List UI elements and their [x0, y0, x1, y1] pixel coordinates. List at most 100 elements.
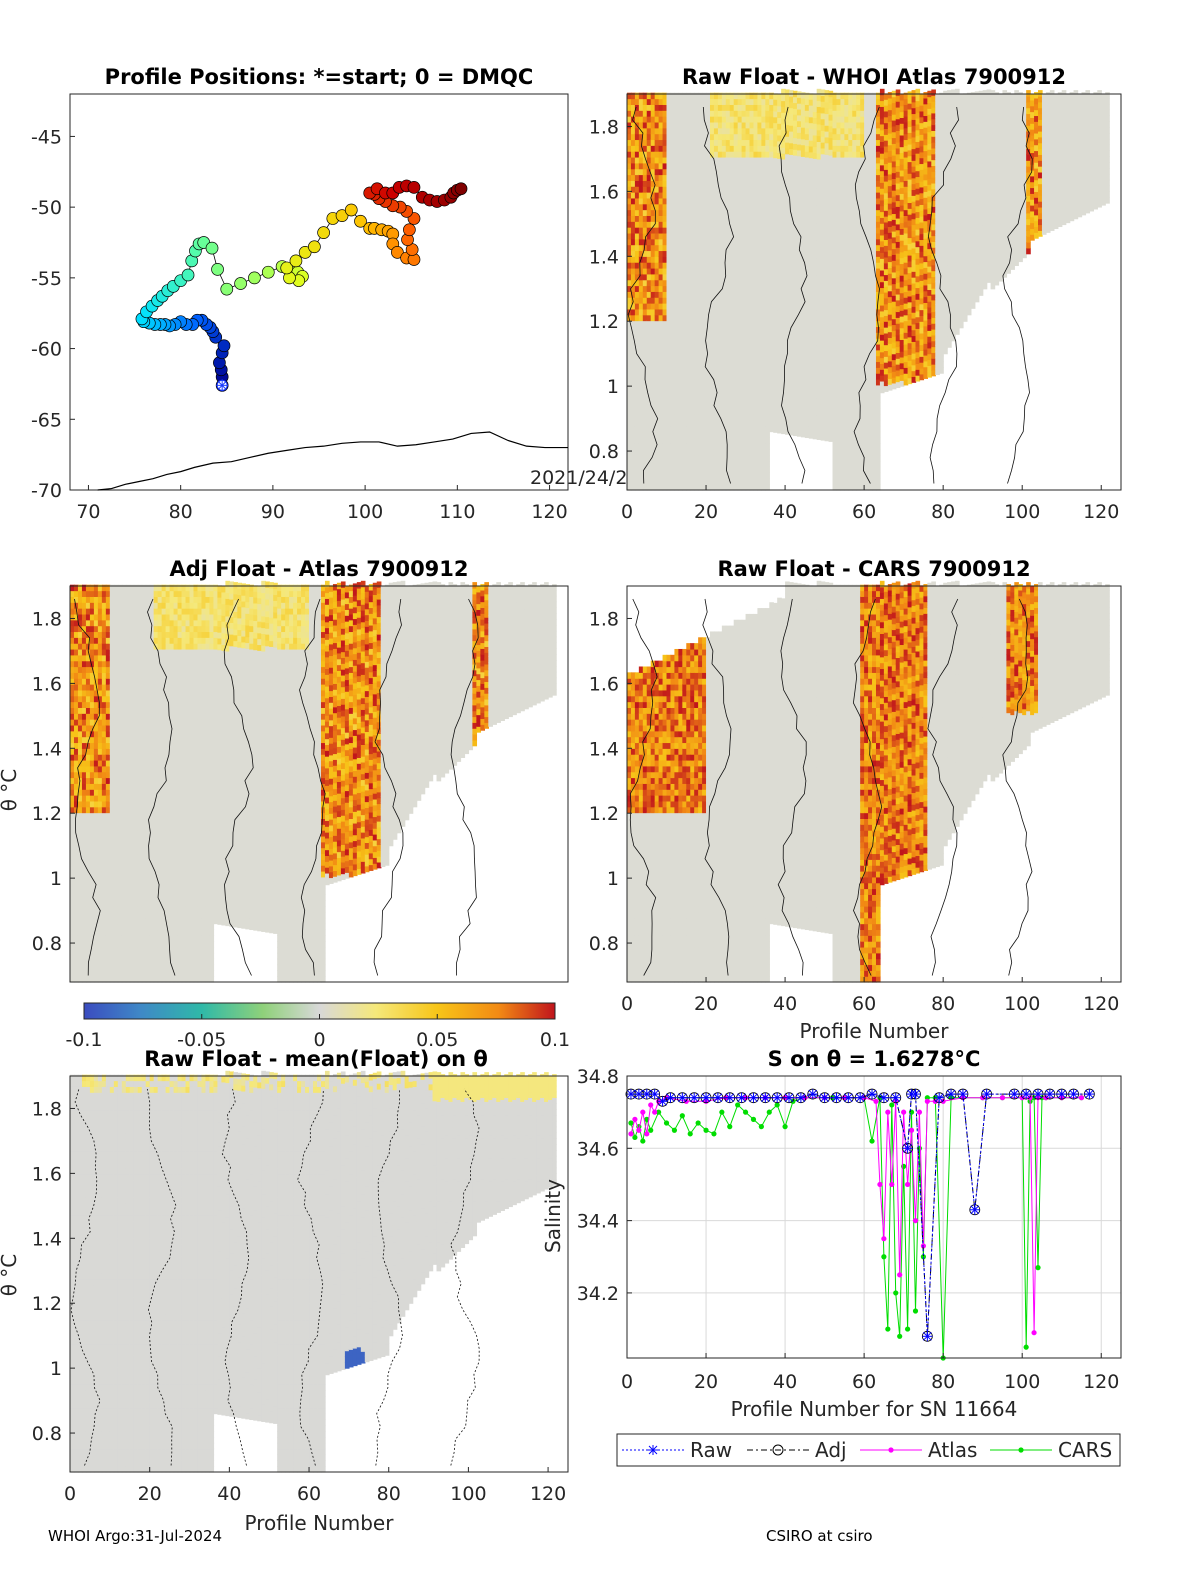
heat-cell [634, 326, 640, 333]
heat-cell [765, 437, 770, 444]
heat-cell [753, 373, 759, 380]
heat-cell [721, 197, 727, 205]
heat-cell [792, 266, 798, 273]
heat-cell [875, 484, 881, 491]
heat-cell [670, 355, 676, 363]
heat-cell [923, 232, 929, 239]
heat-cell [792, 230, 798, 238]
heat-cell [875, 267, 881, 275]
heat-cell [694, 262, 699, 269]
heat-cell [915, 217, 921, 224]
heat-cell [796, 406, 802, 414]
heat-cell [670, 338, 676, 345]
heat-cell [820, 270, 826, 278]
heat-cell [816, 118, 822, 125]
heat-cell [840, 303, 846, 310]
heat-cell [804, 192, 810, 199]
heat-cell [919, 186, 925, 194]
heat-cell [828, 149, 834, 156]
heat-cell [717, 308, 723, 316]
heat-cell [832, 361, 838, 368]
heat-cell [666, 98, 672, 105]
heat-cell [749, 238, 755, 246]
heat-cell [741, 454, 747, 462]
heat-cell [883, 116, 889, 124]
heat-cell [789, 189, 794, 196]
heat-cell [820, 434, 826, 441]
heat-cell [729, 431, 735, 439]
heat-cell [816, 234, 822, 242]
heat-cell [781, 316, 786, 324]
heat-cell [781, 141, 786, 148]
heat-cell [713, 285, 719, 292]
y-tick-label: -45 [31, 126, 62, 148]
heat-cell [725, 151, 731, 158]
heat-cell [674, 402, 680, 409]
heat-cell [694, 466, 699, 474]
heat-cell [808, 367, 814, 375]
heat-cell [773, 280, 778, 287]
heat-cell [662, 256, 668, 263]
heat-cell [761, 349, 766, 357]
heat-cell [828, 283, 834, 291]
heat-cell [646, 332, 652, 339]
heat-cell [749, 215, 755, 222]
heat-cell [721, 162, 727, 170]
heat-cell [836, 221, 842, 228]
heat-cell [883, 268, 889, 276]
heat-cell [887, 273, 893, 280]
heat-cell [796, 91, 802, 98]
heat-cell [816, 322, 822, 329]
heat-cell [875, 378, 881, 386]
heat-cell [852, 250, 857, 257]
heat-cell [694, 437, 699, 444]
heat-cell [706, 256, 711, 263]
heat-cell [856, 162, 861, 170]
heat-cell [761, 431, 766, 439]
heat-cell [709, 98, 715, 105]
heat-cell [816, 293, 822, 300]
heat-cell [729, 320, 735, 328]
heat-cell [836, 297, 842, 304]
heat-cell [733, 367, 739, 374]
heat-cell [804, 244, 810, 252]
heat-cell [725, 104, 731, 111]
heat-cell [903, 168, 909, 176]
heat-cell [789, 393, 794, 401]
heat-cell [654, 443, 660, 450]
heat-cell [796, 190, 802, 198]
heat-cell [792, 336, 798, 343]
heat-cell [761, 332, 766, 339]
heat-cell [706, 180, 711, 187]
heat-cell [785, 118, 790, 126]
heat-cell [800, 97, 806, 105]
heat-cell [872, 121, 877, 129]
heat-cell [844, 267, 849, 275]
heat-cell [800, 372, 806, 379]
heat-cell [741, 431, 747, 439]
heat-cell [820, 159, 826, 167]
heat-cell [646, 396, 652, 403]
heat-cell [725, 449, 731, 456]
heat-cell [709, 221, 715, 228]
heat-cell [781, 258, 786, 265]
heat-cell [848, 133, 853, 141]
heat-cell [698, 343, 703, 351]
heat-cell [627, 133, 632, 141]
heat-cell [721, 414, 727, 421]
heat-cell [844, 343, 849, 351]
heat-cell [638, 396, 644, 403]
heat-cell [670, 203, 676, 211]
heat-cell [698, 466, 703, 474]
heat-cell [682, 378, 687, 386]
heat-cell [804, 408, 810, 415]
heat-cell [864, 355, 869, 363]
heat-cell [686, 460, 691, 468]
heat-cell [753, 390, 759, 398]
heat-cell [741, 145, 747, 152]
heat-cell [749, 156, 755, 164]
heat-cell [816, 328, 822, 335]
heat-cell [674, 332, 680, 339]
heat-cell [875, 361, 881, 368]
heat-cell [654, 466, 660, 474]
